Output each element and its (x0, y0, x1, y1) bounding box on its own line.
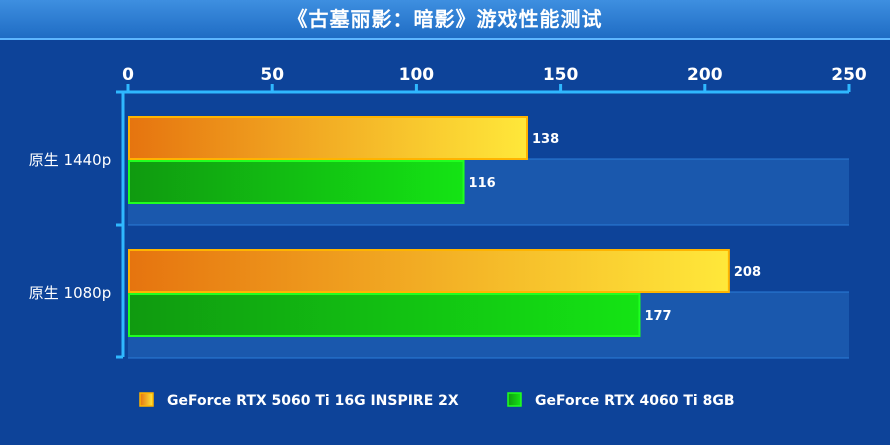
category-label: 原生 1080p (29, 284, 111, 302)
legend-label: GeForce RTX 4060 Ti 8GB (535, 393, 735, 409)
bar (128, 249, 730, 293)
x-tick-label: 50 (260, 65, 284, 85)
data-label: 138 (532, 132, 559, 147)
legend-label: GeForce RTX 5060 Ti 16G INSPIRE 2X (167, 393, 459, 409)
bar (128, 116, 528, 160)
data-label: 177 (644, 309, 671, 324)
x-tick-label: 250 (831, 65, 867, 85)
legend-swatch (139, 392, 154, 407)
title-bar (0, 0, 890, 40)
x-tick-label: 100 (399, 65, 435, 85)
x-tick-label: 150 (543, 65, 579, 85)
data-label: 116 (469, 176, 496, 191)
category-label: 原生 1440p (29, 151, 111, 169)
chart-title: 《古墓丽影：暗影》游戏性能测试 (287, 7, 603, 31)
x-tick-label: 0 (122, 65, 134, 85)
bar (128, 160, 465, 204)
x-tick-label: 200 (687, 65, 723, 85)
legend-swatch (507, 392, 522, 407)
plot-area (0, 40, 890, 445)
data-label: 208 (734, 265, 761, 280)
bar (128, 293, 641, 337)
